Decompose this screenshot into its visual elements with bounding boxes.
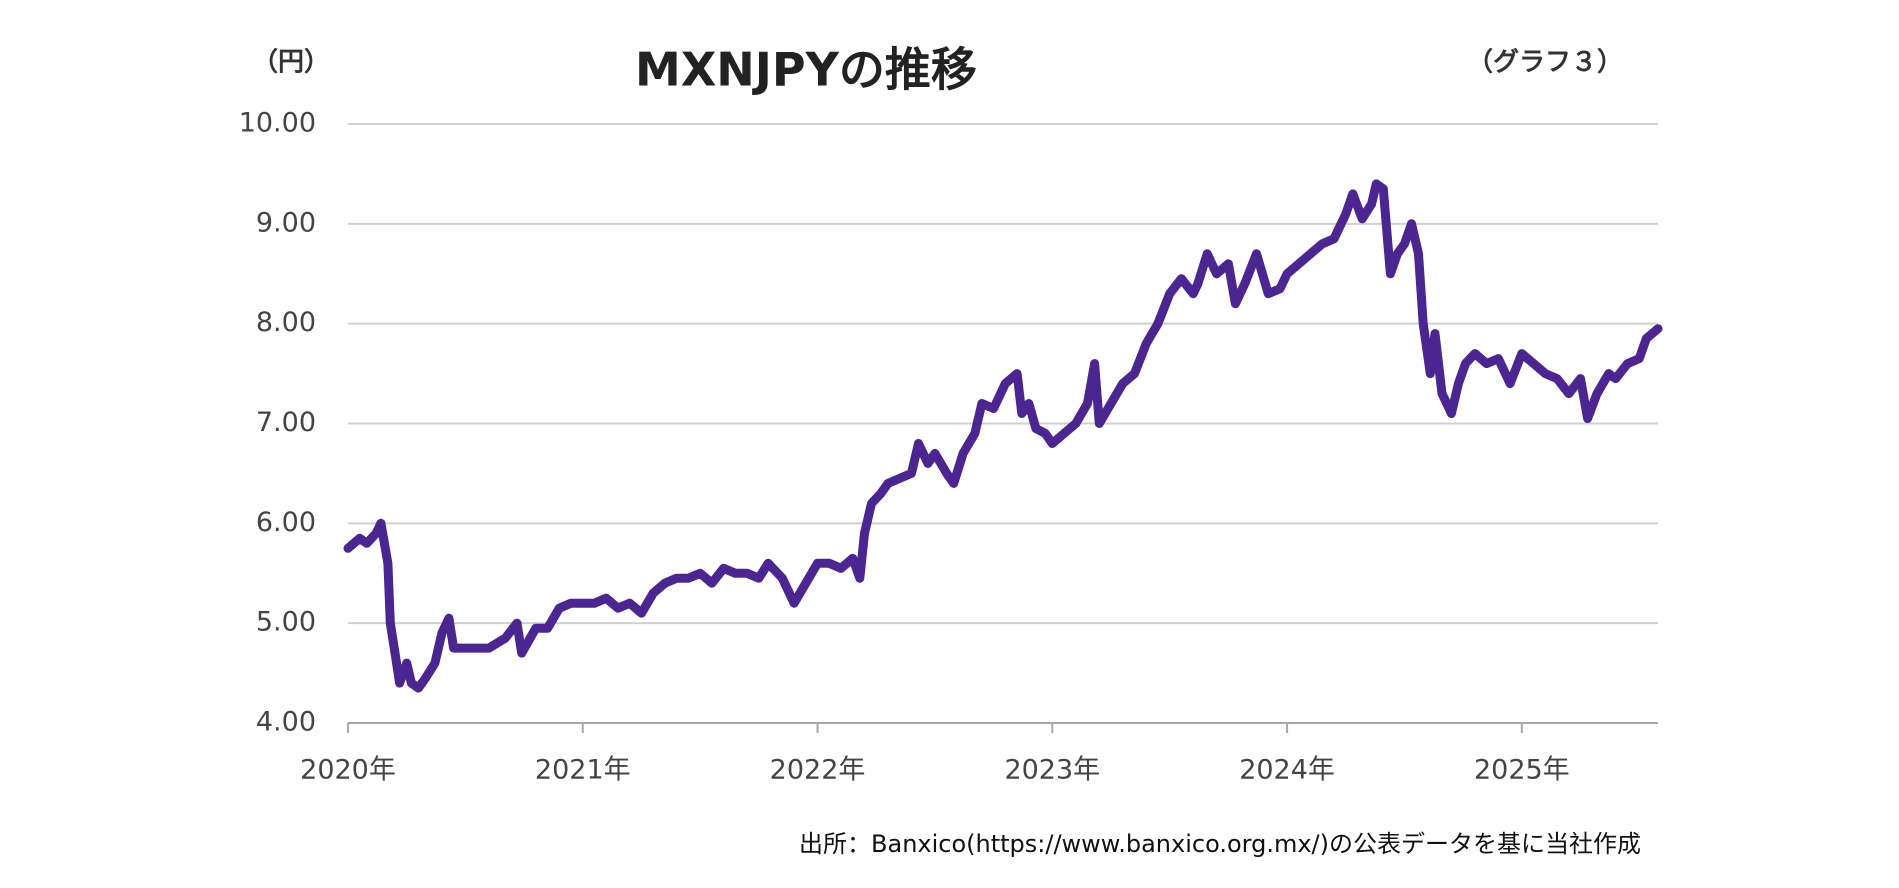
source-note: 出所：Banxico(https://www.banxico.org.mx/)の… — [799, 830, 1641, 858]
y-tick-label: 9.00 — [256, 207, 316, 238]
x-tick-label: 2025年 — [1474, 755, 1570, 786]
unit-label: （円） — [252, 48, 330, 78]
x-tick-label: 2023年 — [1004, 755, 1100, 786]
x-tick-label: 2022年 — [770, 755, 866, 786]
y-tick-label: 10.00 — [239, 108, 316, 139]
y-tick-label: 4.00 — [256, 707, 316, 738]
y-tick-label: 6.00 — [256, 507, 316, 538]
figure-label: （グラフ３） — [1467, 48, 1623, 78]
y-tick-label: 7.00 — [256, 407, 316, 438]
x-tick-label: 2021年 — [535, 755, 631, 786]
x-tick-label: 2024年 — [1239, 755, 1335, 786]
y-tick-label: 8.00 — [256, 307, 316, 338]
chart-title: MXNJPYの推移 — [635, 43, 977, 97]
data-line — [343, 179, 1663, 693]
y-tick-label: 5.00 — [256, 607, 316, 638]
x-tick-label: 2020年 — [300, 755, 396, 786]
